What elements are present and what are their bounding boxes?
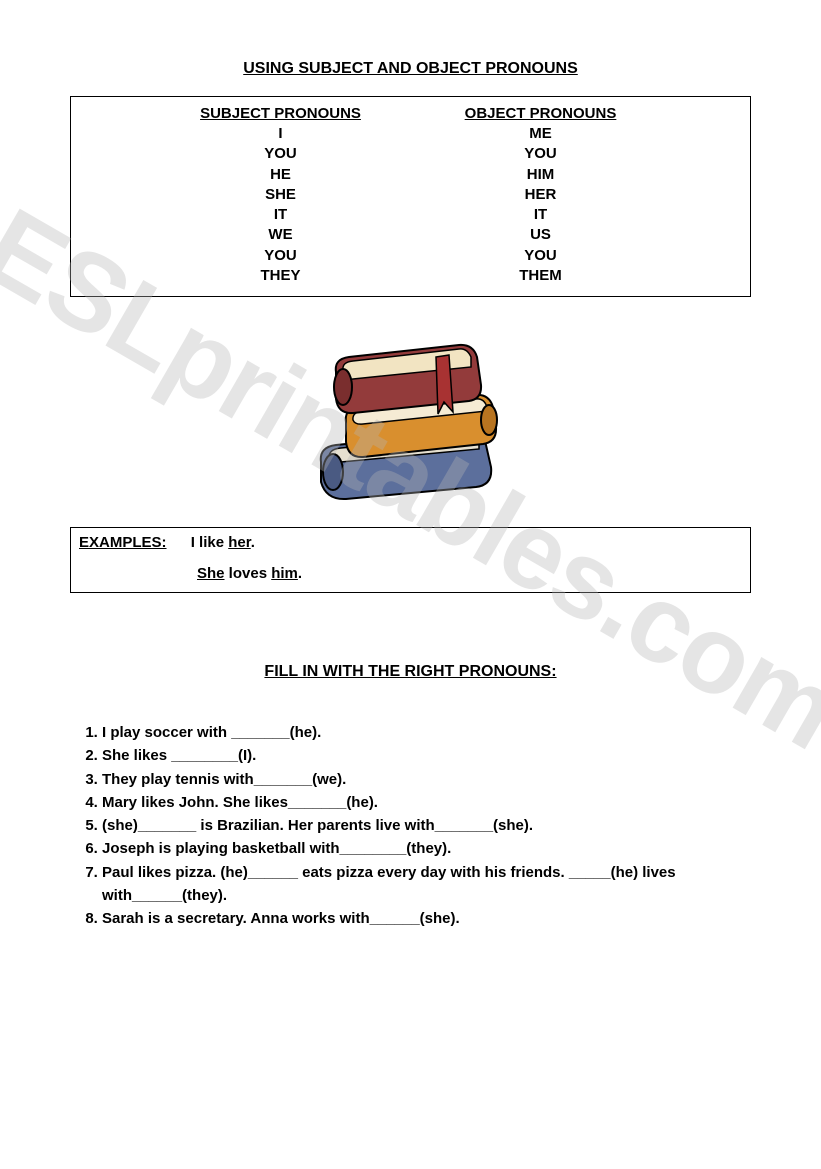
table-row: YOU YOU — [71, 246, 750, 266]
fill-in-title: FILL IN WITH THE RIGHT PRONOUNS: — [70, 663, 751, 681]
question-item: Mary likes John. She likes_______(he). — [102, 791, 751, 814]
table-row: YOU YOU — [71, 144, 750, 164]
table-row: WE US — [71, 225, 750, 245]
cell-object: HER — [441, 185, 641, 205]
col-header-subject: SUBJECT PRONOUNS — [181, 105, 381, 122]
cell-subject: HE — [181, 165, 381, 185]
cell-subject: THEY — [181, 266, 381, 286]
question-item: Paul likes pizza. (he)______ eats pizza … — [102, 861, 751, 908]
table-row: THEY THEM — [71, 266, 750, 286]
cell-subject: IT — [181, 205, 381, 225]
table-row: SHE HER — [71, 185, 750, 205]
example-1: I like her. — [191, 534, 255, 551]
example-1-post: . — [251, 534, 255, 551]
question-item: Joseph is playing basketball with_______… — [102, 837, 751, 860]
question-item: Sarah is a secretary. Anna works with___… — [102, 907, 751, 930]
example-1-underline: her — [228, 534, 251, 551]
example-2: She loves him. — [197, 565, 742, 582]
cell-subject: I — [181, 124, 381, 144]
cell-subject: SHE — [181, 185, 381, 205]
cell-object: HIM — [441, 165, 641, 185]
table-row: IT IT — [71, 205, 750, 225]
example-2-mid: loves — [225, 565, 272, 582]
page-title: USING SUBJECT AND OBJECT PRONOUNS — [70, 60, 751, 78]
table-row: HE HIM — [71, 165, 750, 185]
example-2-post: . — [298, 565, 302, 582]
cell-object: YOU — [441, 144, 641, 164]
example-2-underline-1: She — [197, 565, 225, 582]
pronoun-table: SUBJECT PRONOUNS OBJECT PRONOUNS I ME YO… — [70, 96, 751, 297]
example-2-underline-2: him — [271, 565, 298, 582]
examples-box: EXAMPLES: I like her. She loves him. — [70, 527, 751, 593]
examples-label: EXAMPLES: — [79, 534, 167, 551]
cell-subject: WE — [181, 225, 381, 245]
books-stack-icon — [70, 317, 751, 507]
col-header-object: OBJECT PRONOUNS — [441, 105, 641, 122]
cell-object: YOU — [441, 246, 641, 266]
cell-object: ME — [441, 124, 641, 144]
question-item: I play soccer with _______(he). — [102, 721, 751, 744]
questions-list: I play soccer with _______(he). She like… — [80, 721, 751, 930]
cell-object: IT — [441, 205, 641, 225]
question-item: (she)_______ is Brazilian. Her parents l… — [102, 814, 751, 837]
question-item: They play tennis with_______(we). — [102, 768, 751, 791]
cell-subject: YOU — [181, 144, 381, 164]
question-item: She likes ________(I). — [102, 744, 751, 767]
cell-object: US — [441, 225, 641, 245]
table-row: I ME — [71, 124, 750, 144]
cell-object: THEM — [441, 266, 641, 286]
cell-subject: YOU — [181, 246, 381, 266]
example-1-pre: I like — [191, 534, 229, 551]
